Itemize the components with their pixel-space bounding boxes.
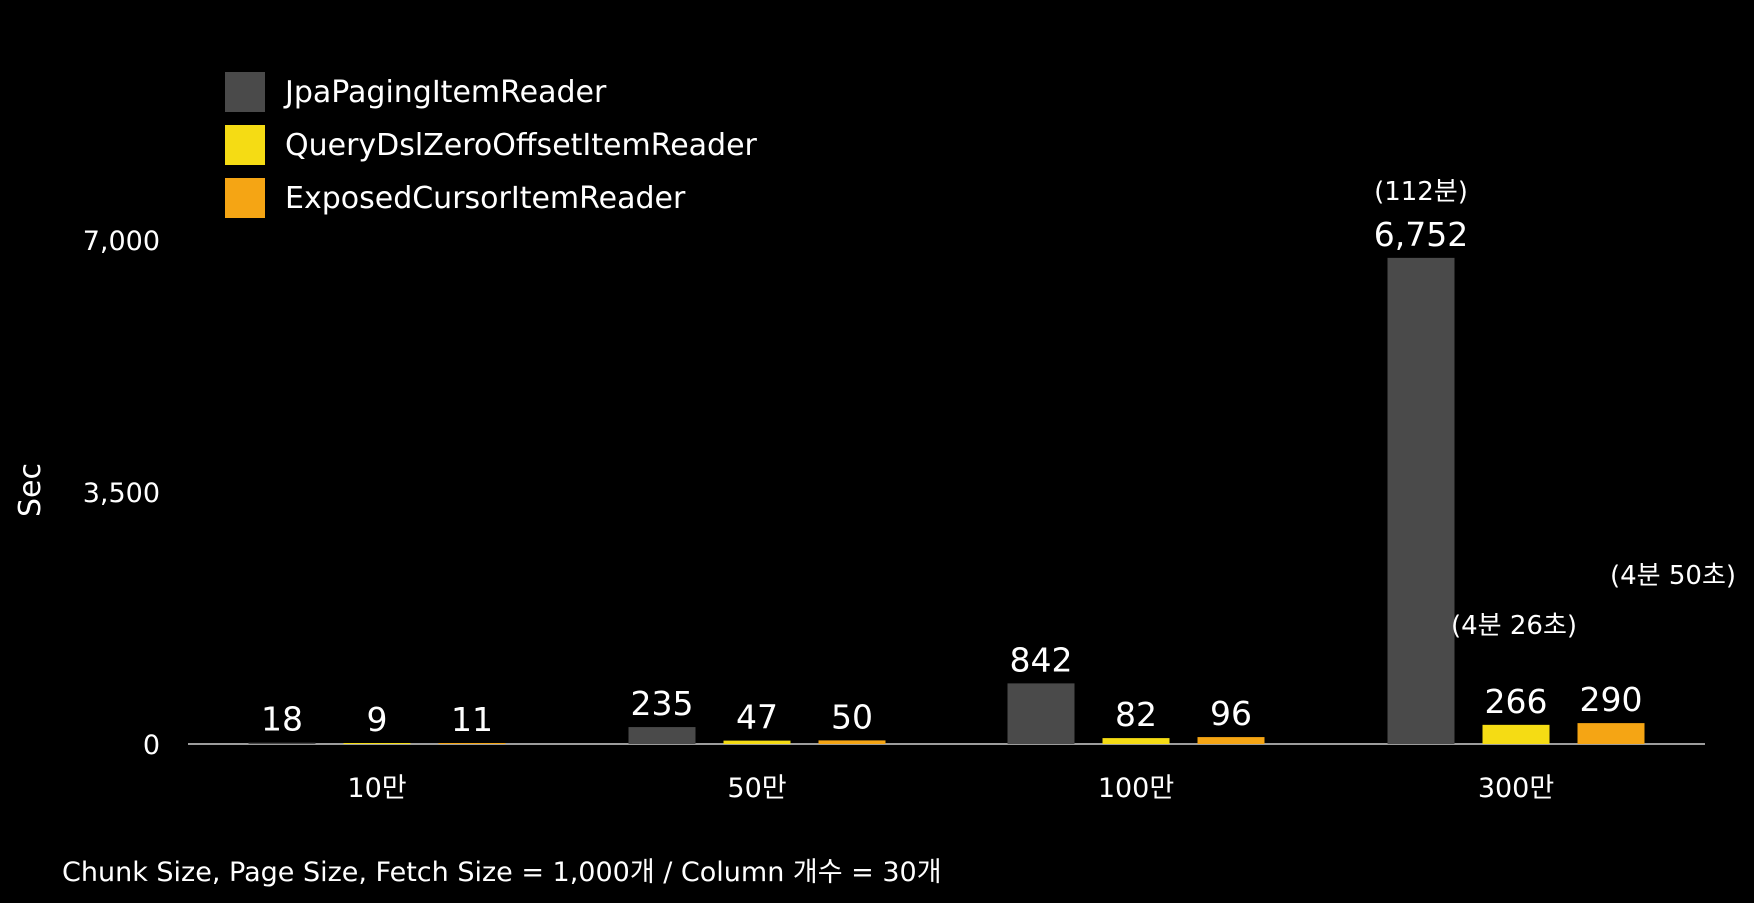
legend-label: ExposedCursorItemReader [285,181,686,216]
legend-label: JpaPagingItemReader [283,75,607,110]
bar-2-2 [723,740,791,744]
bar-annotation: (4분 26초) [1451,611,1577,641]
bar-value-label: 290 [1580,680,1643,719]
bar-3-2 [818,740,886,744]
bar-1-2 [628,727,696,744]
bar-value-label: 11 [451,700,493,739]
legend-swatch-1 [225,72,265,112]
bar-2-3 [1102,738,1170,744]
y-axis-label: Sec [13,463,48,517]
bar-value-label: 9 [367,700,388,739]
bar-value-label: 235 [631,684,694,723]
bar-value-label: 47 [736,698,778,737]
legend-swatch-2 [225,125,265,165]
y-tick-label: 7,000 [83,226,160,257]
bar-value-label: 842 [1010,640,1073,679]
bar-3-4 [1577,723,1645,744]
y-tick-label: 0 [143,730,160,761]
bar-3-3 [1197,737,1265,744]
bar-value-label: 82 [1115,695,1157,734]
legend-swatch-3 [225,178,265,218]
bar-annotation: (112분) [1374,177,1468,207]
bar-1-3 [1007,683,1075,744]
bar-2-1 [343,743,411,744]
bar-1-4 [1387,257,1455,744]
bar-value-label: 50 [831,697,873,736]
bar-value-label: 96 [1210,694,1252,733]
footnote: Chunk Size, Page Size, Fetch Size = 1,00… [62,857,942,888]
bar-annotation: (4분 50초) [1610,561,1736,591]
bar-1-1 [248,742,316,744]
x-tick-label: 100만 [1098,773,1174,804]
x-tick-label: 50만 [727,773,786,804]
bar-3-1 [438,743,506,744]
legend-label: QueryDslZeroOffsetItemReader [285,128,758,163]
x-tick-label: 300만 [1478,773,1554,804]
bar-value-label: 6,752 [1374,215,1468,254]
bar-2-4 [1482,724,1550,744]
x-tick-label: 10만 [347,773,406,804]
bar-value-label: 18 [261,700,303,739]
y-tick-label: 3,500 [83,478,160,509]
bar-value-label: 266 [1485,682,1548,721]
